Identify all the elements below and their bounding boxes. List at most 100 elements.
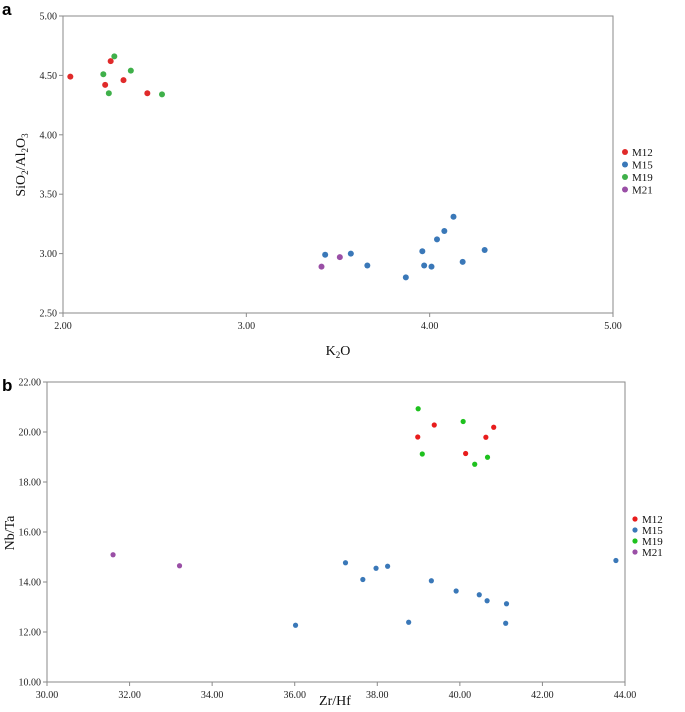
- y-tick-label: 3.50: [40, 190, 58, 201]
- legend-marker-m15: [632, 527, 638, 533]
- point-m12: [483, 434, 489, 440]
- point-m12: [102, 81, 109, 88]
- legend-label-m12: M12: [642, 514, 663, 526]
- y-tick-label: 10.00: [19, 678, 42, 689]
- x-tick-label: 5.00: [604, 321, 622, 332]
- panel-b-y-ticks: 10.00 12.00 14.00 16.00 18.00 20.00 22.00: [19, 378, 47, 689]
- legend-label-m12: M12: [632, 147, 653, 159]
- point-m15: [441, 228, 448, 235]
- y-tick-label: 16.00: [19, 528, 42, 539]
- point-m21: [318, 263, 325, 270]
- point-m19: [484, 454, 491, 460]
- y-tick-label: 4.00: [40, 130, 58, 141]
- point-m19: [105, 90, 112, 97]
- y-tick-label: 2.50: [40, 309, 58, 320]
- point-m19: [415, 406, 421, 412]
- point-m21: [336, 254, 343, 261]
- x-tick-label: 38.00: [366, 690, 389, 701]
- point-m15: [342, 560, 349, 566]
- legend-marker-m21: [622, 186, 628, 193]
- point-m15: [322, 251, 329, 258]
- point-m15: [450, 213, 457, 220]
- y-tick-label: 18.00: [19, 478, 42, 489]
- point-m15: [347, 250, 354, 257]
- panel-b-axes: [46, 381, 626, 683]
- panel-b-x-ticks: 30.00 32.00 34.00 36.00 38.00 40.00 42.00 44.00: [36, 682, 637, 701]
- point-m15: [385, 563, 391, 569]
- panel-a-points: [67, 53, 488, 281]
- plot-frame: [62, 15, 614, 314]
- point-m15: [453, 588, 459, 594]
- point-m19: [111, 53, 118, 60]
- point-m12: [67, 73, 74, 80]
- point-m15: [360, 576, 366, 583]
- point-m15: [459, 258, 466, 265]
- point-m15: [364, 262, 371, 269]
- panel-a-x-axis-label: K2O: [326, 344, 351, 360]
- x-tick-label: 30.00: [36, 690, 59, 701]
- legend-marker-m21: [632, 549, 638, 555]
- point-m15: [613, 557, 619, 564]
- point-m19: [100, 71, 107, 78]
- legend-marker-m19: [622, 174, 628, 180]
- point-m19: [159, 91, 165, 98]
- panel-a-label: a: [2, 0, 12, 19]
- point-m15: [402, 274, 409, 281]
- legend-label-m19: M19: [632, 172, 653, 184]
- legend-label-m21: M21: [632, 185, 653, 197]
- panel-b-points: [110, 406, 619, 628]
- point-m15: [481, 247, 488, 254]
- y-tick-label: 22.00: [19, 378, 42, 389]
- point-m15: [428, 578, 434, 584]
- point-m12: [144, 90, 151, 97]
- legend-marker-m15: [622, 161, 628, 168]
- legend-marker-m12: [632, 516, 638, 522]
- y-tick-label: 14.00: [19, 578, 42, 589]
- point-m19: [472, 461, 478, 467]
- x-tick-label: 44.00: [614, 690, 637, 701]
- legend-label-m15: M15: [632, 160, 653, 172]
- x-tick-label: 4.00: [421, 321, 439, 332]
- point-m15: [292, 622, 299, 628]
- point-m12: [431, 422, 437, 428]
- y-tick-label: 3.00: [40, 249, 58, 260]
- x-tick-label: 32.00: [118, 690, 141, 701]
- point-m15: [503, 620, 509, 626]
- y-tick-label: 5.00: [40, 12, 58, 23]
- point-m15: [421, 262, 428, 269]
- panel-a-y-ticks: 2.50 3.00 3.50 4.00 4.50 5.00: [40, 12, 63, 320]
- legend-marker-m19: [632, 538, 638, 544]
- plot-frame: [46, 381, 626, 683]
- panel-a: a 2.50 3.00 3.50 4.00 4.50 5.00 2.00 3.00 4.00 5…: [2, 0, 653, 360]
- point-m15: [503, 601, 510, 607]
- y-tick-label: 12.00: [19, 628, 42, 639]
- point-m15: [428, 263, 435, 270]
- legend-label-m15: M15: [642, 525, 663, 537]
- y-tick-label: 4.50: [40, 71, 58, 82]
- point-m15: [419, 248, 426, 255]
- point-m15: [406, 619, 412, 625]
- point-m15: [476, 592, 482, 598]
- point-m21: [110, 552, 116, 558]
- panel-b-x-axis-label: Zr/Hf: [319, 694, 351, 709]
- panel-a-y-axis-label: SiO2/Al2O3: [14, 133, 30, 197]
- point-m15: [484, 598, 490, 604]
- point-m15: [373, 565, 379, 571]
- panel-a-x-ticks: 2.00 3.00 4.00 5.00: [54, 313, 622, 332]
- x-tick-label: 40.00: [449, 690, 472, 701]
- point-m12: [491, 424, 497, 430]
- panel-b-y-axis-label: Nb/Ta: [3, 515, 18, 551]
- point-m12: [463, 450, 469, 457]
- panel-a-axes: [62, 15, 614, 314]
- point-m19: [127, 67, 134, 74]
- point-m19: [419, 451, 425, 457]
- legend-label-m21: M21: [642, 547, 663, 559]
- legend-marker-m12: [622, 149, 628, 155]
- point-m12: [120, 77, 127, 84]
- x-tick-label: 2.00: [54, 321, 72, 332]
- x-tick-label: 42.00: [531, 690, 554, 701]
- panel-b: b 10.00 12.00 14.00 16.00 18.00 20.00 22.00 30…: [2, 376, 663, 709]
